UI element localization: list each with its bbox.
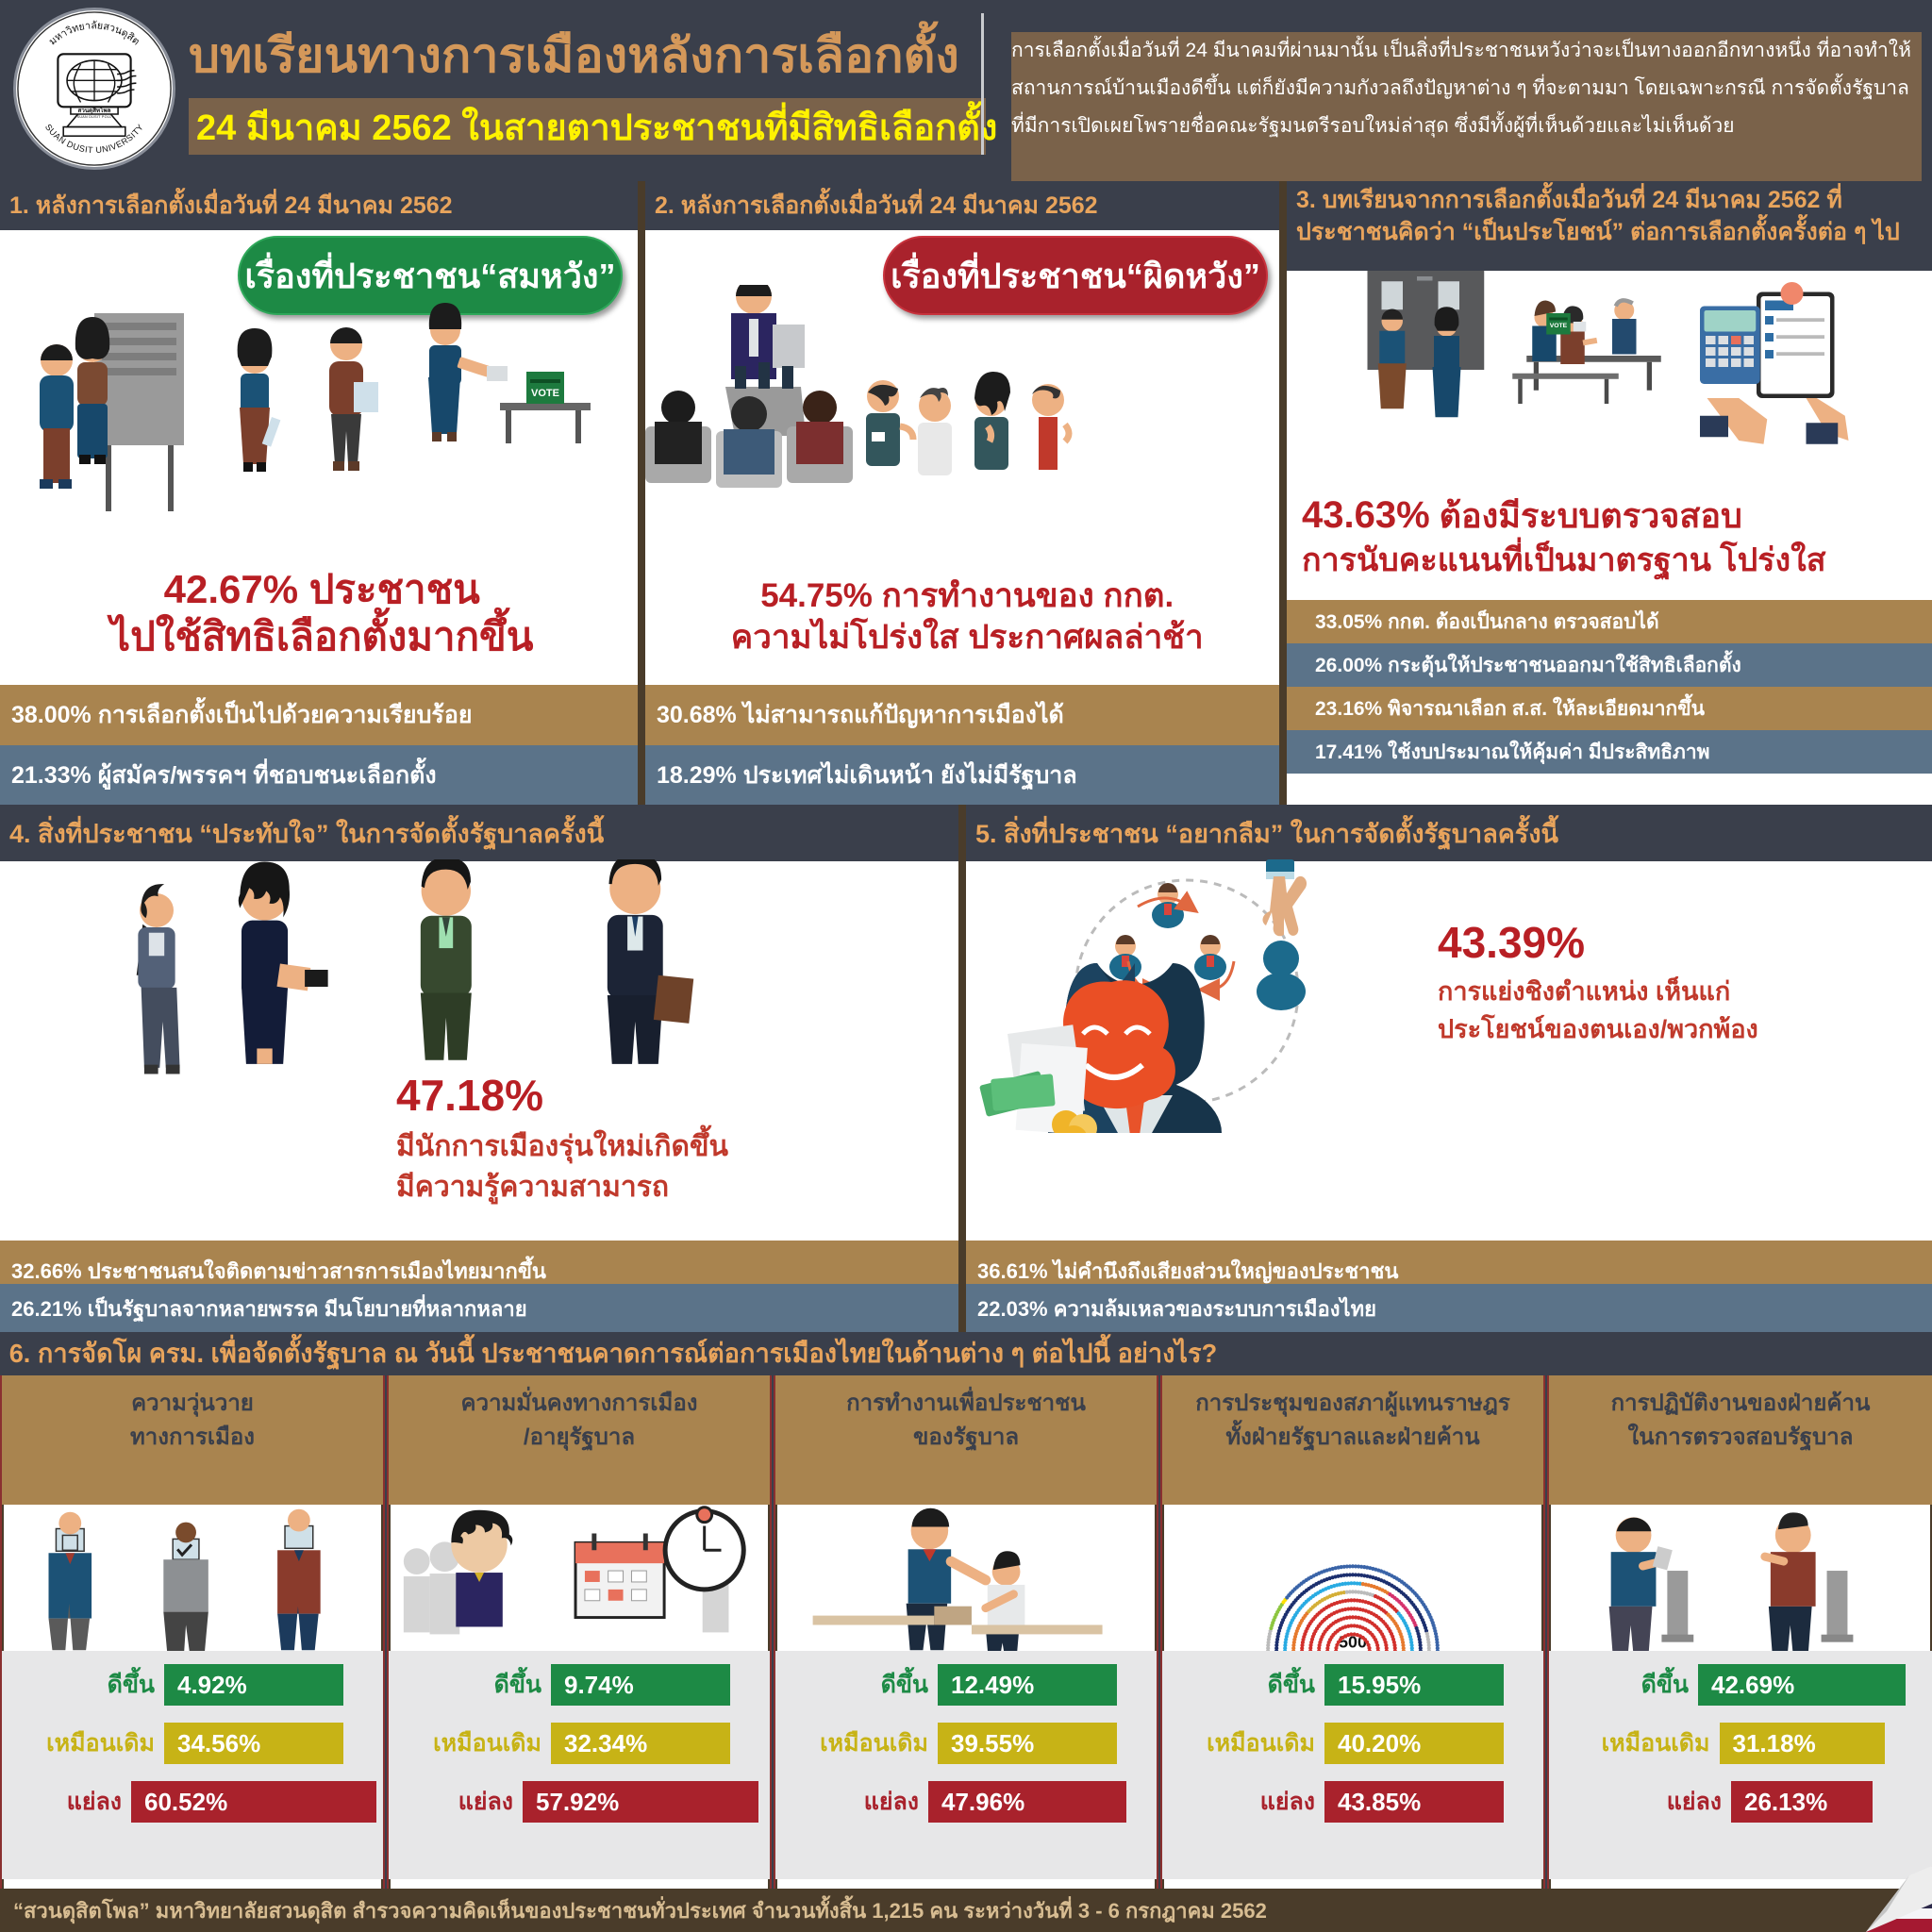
svg-text:SUAN DUSIT POLL: SUAN DUSIT POLL: [77, 115, 112, 119]
svg-text:VOTE: VOTE: [531, 388, 559, 399]
svg-text:สวนดุสิทโพล: สวนดุสิทโพล: [78, 106, 111, 114]
svg-text:VOTE: VOTE: [1550, 323, 1568, 329]
